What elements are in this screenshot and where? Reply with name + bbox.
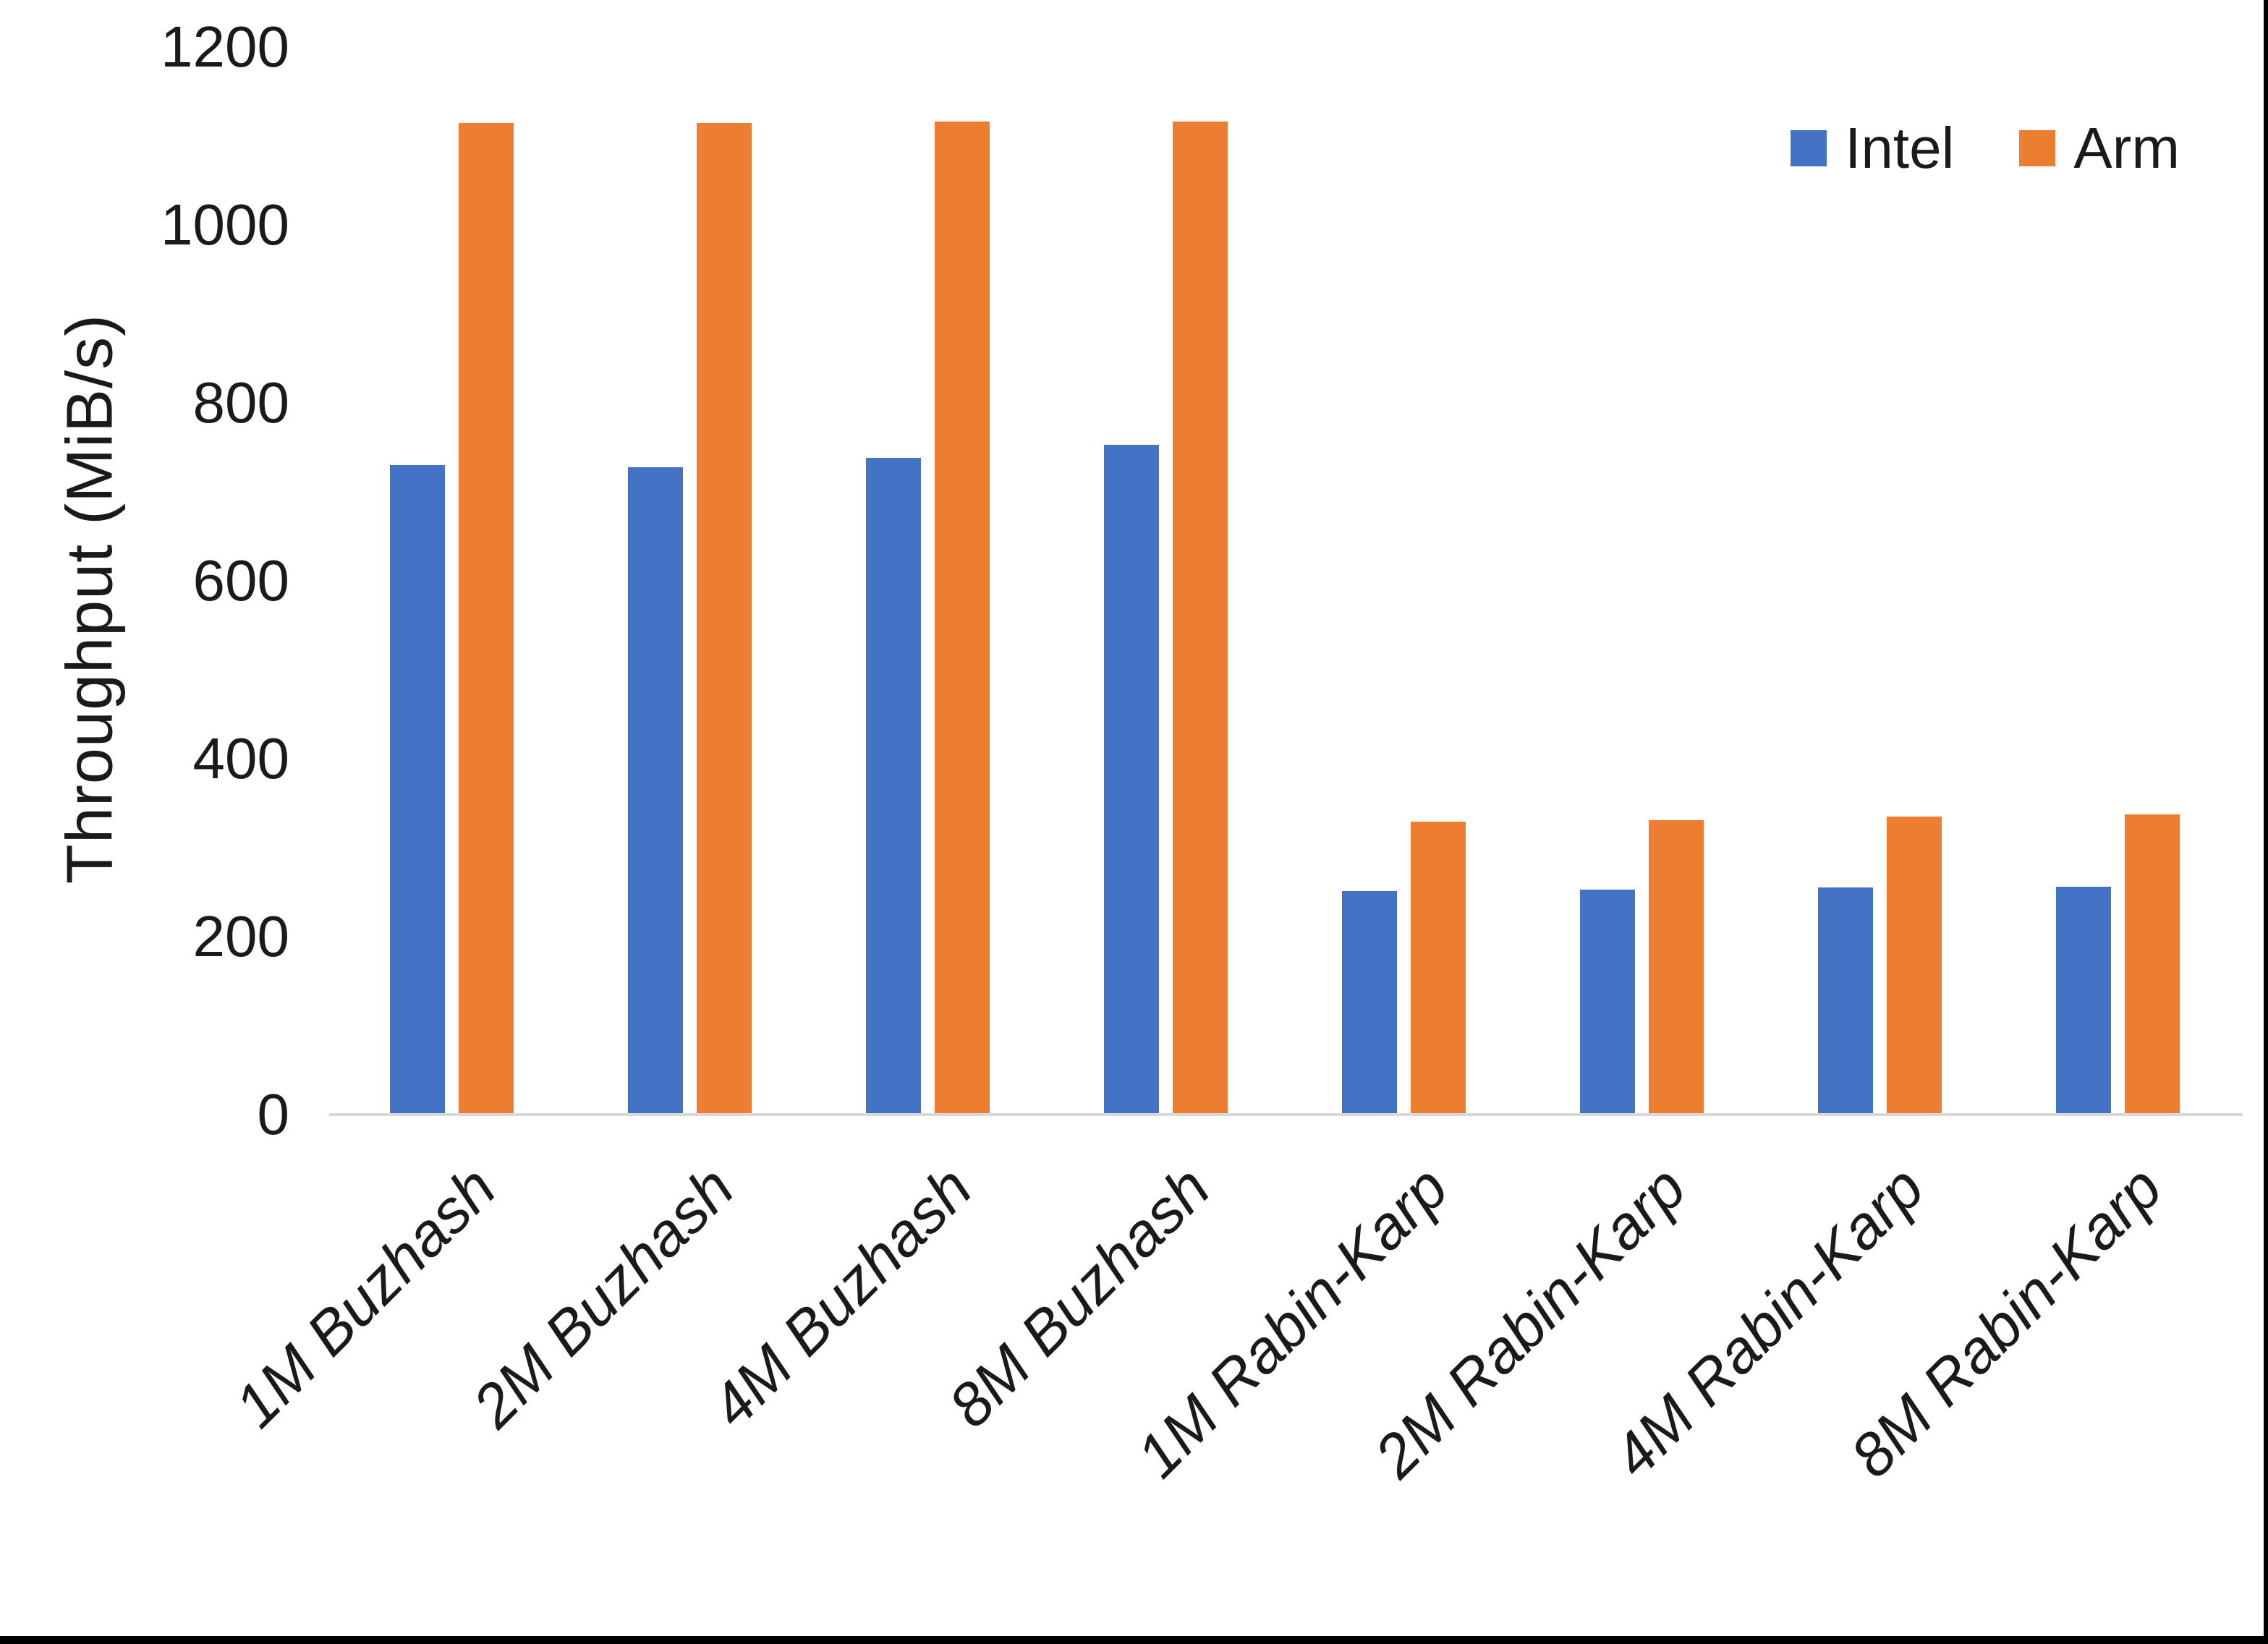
bar-intel-2 bbox=[628, 467, 683, 1115]
y-tick-label-800: 800 bbox=[192, 370, 289, 435]
bar-intel-4 bbox=[1104, 445, 1159, 1115]
bar-arm-2 bbox=[697, 123, 752, 1115]
bar-arm-1 bbox=[459, 123, 514, 1115]
legend-label-arm: Arm bbox=[2073, 116, 2180, 180]
bar-intel-3 bbox=[866, 458, 921, 1115]
bar-group-7 bbox=[1761, 47, 1999, 1115]
bar-arm-3 bbox=[935, 122, 990, 1115]
bar-group-8 bbox=[1999, 47, 2237, 1115]
bar-group-1 bbox=[333, 47, 571, 1115]
bar-arm-6 bbox=[1649, 820, 1704, 1115]
y-tick-label-600: 600 bbox=[192, 548, 289, 613]
bar-group-2 bbox=[571, 47, 809, 1115]
legend: Intel Arm bbox=[1791, 116, 2180, 180]
bar-intel-1 bbox=[390, 465, 445, 1115]
bar-arm-8 bbox=[2125, 814, 2180, 1115]
bar-intel-5 bbox=[1342, 891, 1397, 1115]
bar-arm-7 bbox=[1887, 817, 1942, 1115]
y-tick-label-1200: 1200 bbox=[161, 14, 289, 79]
intel-series-swatch-icon bbox=[1791, 130, 1827, 166]
bottom-edge-border bbox=[0, 1636, 2268, 1644]
bar-intel-6 bbox=[1580, 890, 1635, 1115]
legend-item-arm: Arm bbox=[2019, 116, 2180, 180]
y-tick-label-200: 200 bbox=[192, 904, 289, 968]
bar-arm-5 bbox=[1411, 822, 1466, 1115]
y-tick-label-400: 400 bbox=[192, 726, 289, 791]
legend-label-intel: Intel bbox=[1845, 116, 1955, 180]
right-edge-border bbox=[2264, 0, 2268, 1644]
x-axis-line bbox=[329, 1113, 2243, 1116]
bar-arm-4 bbox=[1173, 122, 1228, 1115]
bar-group-4 bbox=[1047, 47, 1285, 1115]
arm-series-swatch-icon bbox=[2019, 130, 2056, 166]
legend-item-intel: Intel bbox=[1791, 116, 1955, 180]
bar-intel-8 bbox=[2056, 887, 2111, 1115]
bar-intel-7 bbox=[1818, 887, 1873, 1115]
bar-group-3 bbox=[809, 47, 1047, 1115]
y-tick-label-1000: 1000 bbox=[161, 192, 289, 257]
y-tick-label-0: 0 bbox=[257, 1082, 290, 1146]
bar-group-6 bbox=[1523, 47, 1761, 1115]
bar-group-5 bbox=[1285, 47, 1523, 1115]
plot-area bbox=[333, 47, 2237, 1115]
